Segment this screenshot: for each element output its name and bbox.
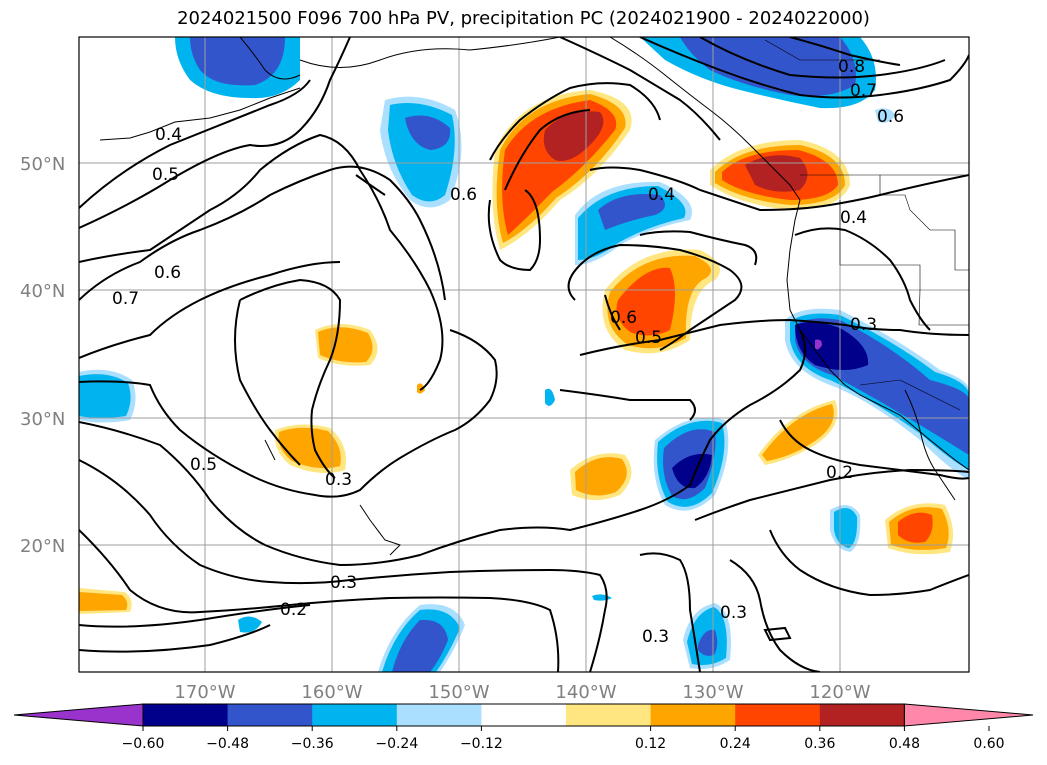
contour-label: 0.3 — [642, 627, 669, 647]
precip-blob-negative — [79, 369, 136, 423]
precip-spot — [238, 616, 262, 633]
latitude-labels: 50°N 40°N 30°N 20°N — [20, 154, 65, 557]
colorbar-tick-label: 0.24 — [720, 736, 751, 752]
precip-blob-positive — [492, 90, 632, 250]
contour-label: 0.4 — [648, 185, 675, 205]
longitude-labels: 170°W 160°W 150°W 140°W 130°W 120°W — [174, 682, 870, 703]
contour-label: 0.7 — [850, 81, 877, 101]
precip-spot — [545, 388, 555, 406]
lat-label: 30°N — [20, 409, 65, 430]
precip-blob-negative — [175, 37, 300, 99]
lat-label: 40°N — [20, 281, 65, 302]
lon-label: 140°W — [555, 682, 616, 703]
contour-labels: 0.8 0.7 0.6 0.4 0.4 0.5 0.6 0.7 0.6 0.4 … — [112, 57, 904, 647]
colorbar-extend-min — [13, 703, 144, 727]
contour-label: 0.3 — [720, 603, 747, 623]
colorbar-tick-label: −0.48 — [206, 736, 249, 752]
map-title: 2024021500 F096 700 hPa PV, precipitatio… — [177, 8, 870, 29]
colorbar-tick-label: 0.60 — [973, 736, 1004, 752]
contour-label: 0.4 — [155, 125, 182, 145]
contour-label: 0.6 — [610, 308, 637, 328]
colorbar-segment — [566, 704, 652, 726]
contour-label: 0.3 — [325, 470, 352, 490]
contour-label: 0.2 — [826, 463, 853, 483]
colorbar-segment — [481, 704, 567, 726]
contour-label: 0.5 — [635, 328, 662, 348]
map-frame — [78, 36, 970, 673]
colorbar-tick-label: 0.48 — [889, 736, 920, 752]
precip-blob-positive — [570, 453, 632, 500]
lat-label: 50°N — [20, 154, 65, 175]
contour-label: 0.6 — [154, 263, 181, 283]
colorbar-tick-label: 0.12 — [635, 736, 666, 752]
contour-label: 0.8 — [838, 57, 865, 77]
colorbar-segment — [396, 704, 482, 726]
lon-label: 130°W — [682, 682, 743, 703]
colorbar-tick-label: −0.24 — [375, 736, 418, 752]
coastlines — [99, 37, 969, 556]
contour-label: 0.6 — [877, 107, 904, 127]
contour-label: 0.2 — [280, 600, 307, 620]
colorbar-segment — [227, 704, 313, 726]
precip-blob-negative — [575, 181, 692, 265]
pv-contours — [79, 37, 969, 672]
colorbar-frame — [142, 703, 905, 727]
colorbar-segment — [143, 704, 229, 726]
colorbar-extend-max — [903, 703, 1034, 727]
precip-blob-negative — [380, 96, 462, 208]
colorbar-segment — [312, 704, 398, 726]
precip-blob-positive — [885, 503, 954, 555]
contour-label: 0.5 — [190, 455, 217, 475]
precip-blob-negative — [640, 37, 895, 123]
lon-label: 150°W — [428, 682, 489, 703]
precip-blob-positive — [315, 324, 378, 366]
colorbar: −0.60 −0.48 −0.36 −0.24 −0.12 0.12 0.24 0.36 0.4… — [13, 703, 1034, 752]
lat-label: 20°N — [20, 536, 65, 557]
colorbar-segment — [735, 704, 821, 726]
colorbar-tick-label: 0.36 — [804, 736, 835, 752]
precip-blob-negative — [785, 308, 969, 480]
plot-area: 0.8 0.7 0.6 0.4 0.4 0.5 0.6 0.7 0.6 0.4 … — [79, 37, 969, 672]
precipitation-shading — [79, 37, 969, 672]
contour-label: 0.3 — [850, 315, 877, 335]
precip-blob-positive — [602, 249, 720, 354]
precip-blob-negative — [378, 604, 465, 672]
lon-label: 160°W — [301, 682, 362, 703]
precip-blob-positive — [79, 588, 132, 614]
colorbar-tick-label: −0.36 — [291, 736, 334, 752]
contour-label: 0.7 — [112, 289, 139, 309]
contour-label: 0.6 — [450, 185, 477, 205]
colorbar-tick-label: −0.60 — [122, 736, 165, 752]
colorbar-segment — [819, 704, 905, 726]
precip-blob-negative — [653, 417, 729, 511]
colorbar-segment — [650, 704, 736, 726]
contour-label: 0.5 — [152, 165, 179, 185]
contour-label: 0.4 — [840, 208, 867, 228]
lon-label: 120°W — [809, 682, 870, 703]
lon-label: 170°W — [174, 682, 235, 703]
precip-blob-positive — [274, 424, 346, 474]
contour-label: 0.3 — [330, 573, 357, 593]
colorbar-tick-label: −0.12 — [460, 736, 503, 752]
